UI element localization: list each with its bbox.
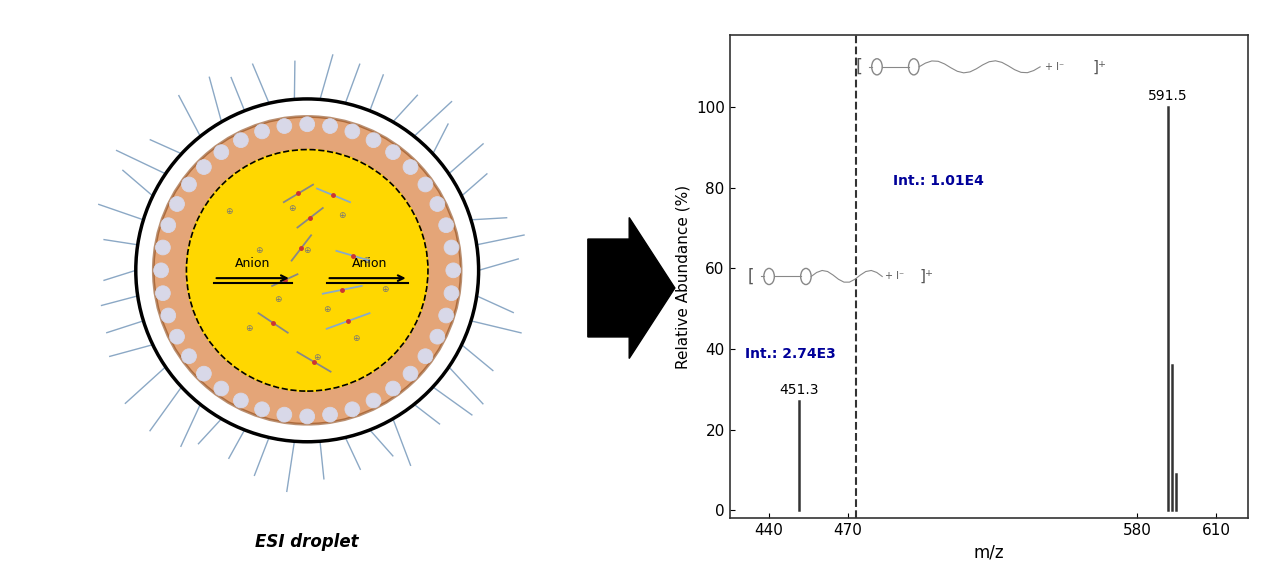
X-axis label: m/z: m/z — [974, 544, 1004, 562]
Circle shape — [323, 407, 338, 422]
Circle shape — [344, 124, 360, 139]
Circle shape — [182, 177, 196, 192]
Circle shape — [170, 196, 184, 211]
Circle shape — [155, 240, 170, 255]
Circle shape — [214, 145, 229, 160]
Text: ⊕: ⊕ — [255, 247, 262, 255]
Circle shape — [276, 119, 292, 134]
Circle shape — [385, 381, 401, 396]
Circle shape — [445, 263, 461, 278]
Text: [: [ — [856, 58, 863, 76]
Circle shape — [197, 366, 211, 381]
Circle shape — [439, 308, 453, 323]
FancyArrow shape — [588, 218, 675, 358]
Y-axis label: Relative Abundance (%): Relative Abundance (%) — [676, 184, 690, 369]
Text: ⊕: ⊕ — [338, 211, 346, 220]
Circle shape — [323, 119, 338, 134]
Circle shape — [214, 381, 229, 396]
Circle shape — [187, 150, 428, 391]
Circle shape — [255, 124, 270, 139]
Circle shape — [344, 402, 360, 416]
Circle shape — [255, 402, 270, 416]
Circle shape — [403, 160, 417, 175]
Circle shape — [154, 263, 169, 278]
Text: ⊕: ⊕ — [352, 334, 360, 343]
Text: ]⁺: ]⁺ — [919, 269, 933, 284]
Circle shape — [161, 124, 453, 416]
Text: ⊕: ⊕ — [362, 256, 370, 265]
Text: [: [ — [748, 267, 754, 286]
Circle shape — [300, 117, 315, 132]
Circle shape — [419, 177, 433, 192]
Text: ⊕: ⊕ — [323, 305, 330, 314]
Circle shape — [161, 308, 175, 323]
Text: ⊕: ⊕ — [274, 295, 282, 304]
Circle shape — [419, 349, 433, 363]
Text: 591.5: 591.5 — [1148, 89, 1188, 103]
Text: ⊕: ⊕ — [303, 247, 311, 255]
Circle shape — [430, 329, 444, 344]
Text: Anion: Anion — [352, 257, 388, 270]
Circle shape — [197, 160, 211, 175]
Circle shape — [366, 133, 381, 147]
Circle shape — [233, 133, 248, 147]
Text: ⊕: ⊕ — [288, 203, 296, 213]
Text: ⊕: ⊕ — [314, 354, 321, 362]
Text: + I⁻: + I⁻ — [1046, 62, 1065, 72]
Circle shape — [170, 329, 184, 344]
Circle shape — [233, 393, 248, 408]
Text: ⊕: ⊕ — [225, 207, 233, 217]
Text: 451.3: 451.3 — [780, 384, 818, 397]
Text: ⊕: ⊕ — [381, 285, 389, 294]
Circle shape — [155, 286, 170, 301]
Circle shape — [182, 349, 196, 363]
Circle shape — [444, 286, 460, 301]
Circle shape — [154, 116, 461, 425]
Text: ]⁺: ]⁺ — [1093, 59, 1107, 74]
Text: ESI droplet: ESI droplet — [256, 533, 358, 551]
Circle shape — [403, 366, 417, 381]
Circle shape — [187, 150, 428, 391]
Circle shape — [385, 145, 401, 160]
Circle shape — [161, 218, 175, 233]
Circle shape — [300, 409, 315, 424]
Text: ⊕: ⊕ — [244, 324, 252, 334]
Circle shape — [276, 407, 292, 422]
Text: Int.: 1.01E4: Int.: 1.01E4 — [892, 174, 983, 188]
Text: + I⁻: + I⁻ — [884, 271, 904, 282]
Circle shape — [430, 196, 444, 211]
Circle shape — [187, 150, 428, 391]
Circle shape — [366, 393, 381, 408]
Circle shape — [444, 240, 460, 255]
Text: Anion: Anion — [236, 257, 270, 270]
Circle shape — [439, 218, 453, 233]
Text: Int.: 2.74E3: Int.: 2.74E3 — [745, 347, 836, 361]
